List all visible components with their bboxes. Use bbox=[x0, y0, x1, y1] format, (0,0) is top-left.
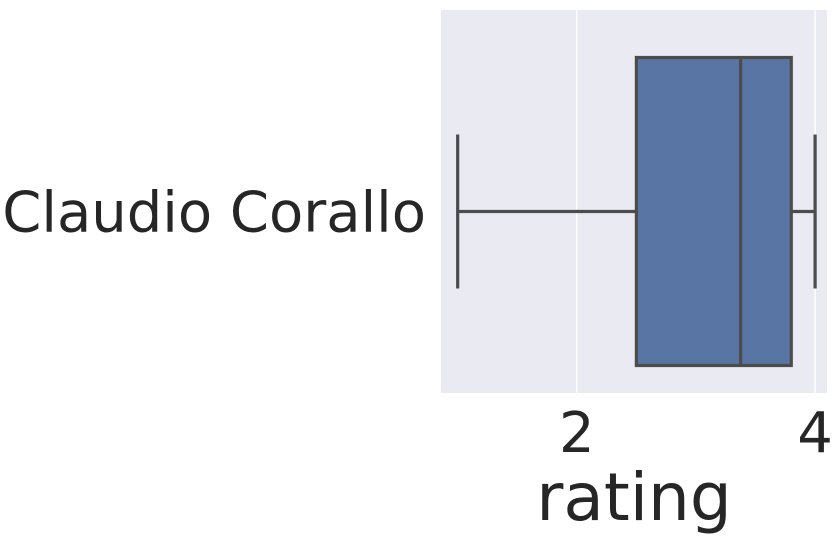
y-category-labels: Claudio Corallo bbox=[2, 181, 426, 246]
x-axis-label: rating bbox=[536, 459, 732, 536]
category-label: Claudio Corallo bbox=[2, 181, 426, 246]
iqr-box bbox=[634, 55, 793, 368]
x-tick-label: 4 bbox=[797, 401, 833, 466]
box-elements bbox=[456, 55, 817, 368]
x-tick-label: 2 bbox=[559, 401, 595, 466]
